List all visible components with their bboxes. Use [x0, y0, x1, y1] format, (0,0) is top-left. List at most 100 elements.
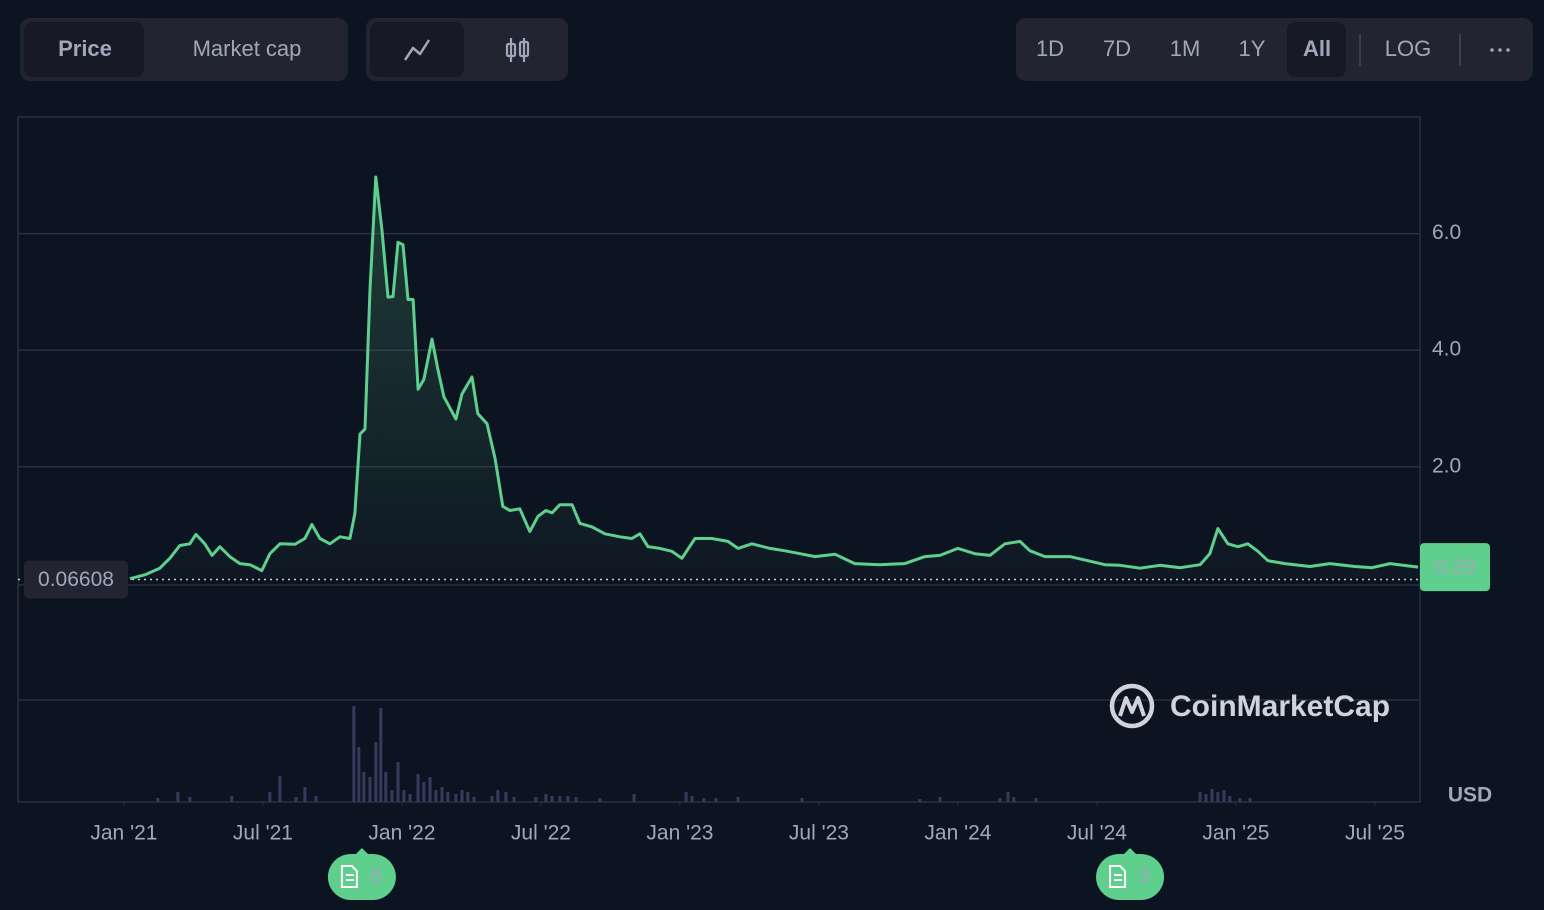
x-tick-label: Jan '25 — [1202, 822, 1269, 845]
volume-bar — [390, 790, 394, 802]
volume-bar — [446, 792, 450, 802]
chart-type-active[interactable] — [370, 22, 464, 77]
event-count: 8 — [370, 865, 382, 888]
volume-bar — [384, 772, 388, 802]
volume-bar — [314, 796, 318, 802]
price-line — [129, 175, 1419, 581]
volume-bar — [402, 790, 406, 802]
price-line — [18, 175, 1420, 581]
range-button[interactable]: 1Y — [1239, 36, 1266, 61]
volume-bar — [1204, 794, 1208, 802]
volume-bar — [368, 777, 372, 802]
volume-bar — [1034, 798, 1038, 802]
volume-bar — [574, 797, 578, 802]
x-tick-label: Jan '23 — [646, 822, 713, 845]
volume-bar — [544, 794, 548, 802]
volume-bar — [1198, 792, 1202, 802]
y-tick-label: 6.0 — [1432, 221, 1461, 244]
volume-bar — [408, 794, 412, 802]
more-button[interactable] — [1490, 48, 1510, 52]
volume-bar — [684, 792, 688, 802]
volume-bars — [156, 706, 1252, 802]
start-price-badge — [24, 560, 128, 599]
range-button[interactable]: 1D — [1036, 36, 1064, 61]
volume-bar — [1248, 798, 1252, 802]
volume-bar — [550, 796, 554, 802]
x-tick-label: Jan '22 — [368, 822, 435, 845]
event-badge — [327, 854, 396, 900]
volume-bar — [362, 772, 366, 802]
doc-icon — [340, 865, 358, 888]
y-tick-label: 2.0 — [1432, 454, 1461, 477]
grid — [18, 232, 1420, 806]
volume-bar — [534, 797, 538, 802]
volume-bar — [504, 792, 508, 802]
volume-bar — [357, 747, 361, 802]
volume-bar — [702, 798, 706, 802]
range-button[interactable]: 1M — [1170, 36, 1201, 61]
volume-bar — [454, 794, 458, 802]
x-tick-label: Jan '24 — [924, 822, 991, 845]
tab-active — [24, 22, 144, 77]
volume-bar — [690, 796, 694, 802]
range-button[interactable]: All — [1303, 36, 1331, 61]
volume-bar — [490, 796, 494, 802]
volume-bar — [1012, 797, 1016, 802]
log-toggle[interactable]: LOG — [1385, 36, 1431, 61]
start-price-label: 0.06608 — [38, 568, 114, 591]
range-active — [1287, 22, 1346, 77]
volume-bar — [440, 787, 444, 802]
volume-bar — [558, 796, 562, 802]
last-price-badge — [1420, 543, 1490, 592]
labels: 2.0 4.0 6.0 Jan '21 Jul '21 Jan '22 Jul '22 Jan… — [24, 221, 1490, 900]
volume-bar — [268, 792, 272, 802]
tab[interactable]: Price — [58, 36, 112, 61]
x-tick-label: Jul '24 — [1067, 822, 1127, 845]
range-button[interactable]: 7D — [1103, 36, 1131, 61]
volume-bar — [466, 792, 470, 802]
plot-frame — [17, 116, 1421, 803]
watermark: CoinMarketCap — [1109, 683, 1390, 729]
volume-bar — [1210, 789, 1214, 802]
y-tick-label: 4.0 — [1432, 338, 1461, 361]
volume-bar — [496, 790, 500, 802]
currency-label: USD — [1448, 784, 1492, 807]
volume-bar — [422, 782, 426, 802]
event-badge — [1096, 854, 1165, 900]
tab[interactable]: Market cap — [193, 36, 302, 61]
volume-bar — [512, 797, 516, 802]
volume-bar — [428, 777, 432, 802]
volume-bar — [374, 742, 378, 802]
volume-bar — [1222, 790, 1226, 802]
volume-bar — [188, 797, 192, 802]
volume-bar — [460, 790, 464, 802]
volume-bar — [396, 762, 400, 802]
volume-bar — [434, 790, 438, 802]
volume-bar — [938, 797, 942, 802]
volume-bar — [1228, 796, 1232, 802]
volume-bar — [303, 787, 307, 802]
volume-bar — [416, 774, 420, 802]
volume-bar — [598, 798, 602, 802]
volume-bar — [230, 796, 234, 802]
x-tick-label: Jul '25 — [1345, 822, 1405, 845]
x-tick-label: Jul '22 — [511, 822, 571, 845]
last-price-label: 0.28 — [1435, 556, 1476, 579]
volume-bar — [1238, 798, 1242, 802]
volume-bar — [294, 797, 298, 802]
watermark-text: CoinMarketCap — [1170, 690, 1390, 723]
event-count: 3 — [1138, 865, 1150, 888]
volume-bar — [918, 799, 922, 802]
candle-icon[interactable] — [505, 38, 530, 62]
volume-bar — [176, 792, 180, 802]
volume-bar — [156, 798, 160, 802]
volume-bar — [278, 776, 282, 802]
volume-bar — [472, 797, 476, 802]
x-tick-label: Jul '23 — [789, 822, 849, 845]
x-tick-label: Jul '21 — [233, 822, 293, 845]
volume-bar — [998, 798, 1002, 802]
line-icon — [403, 39, 431, 61]
range-group — [1016, 18, 1533, 81]
